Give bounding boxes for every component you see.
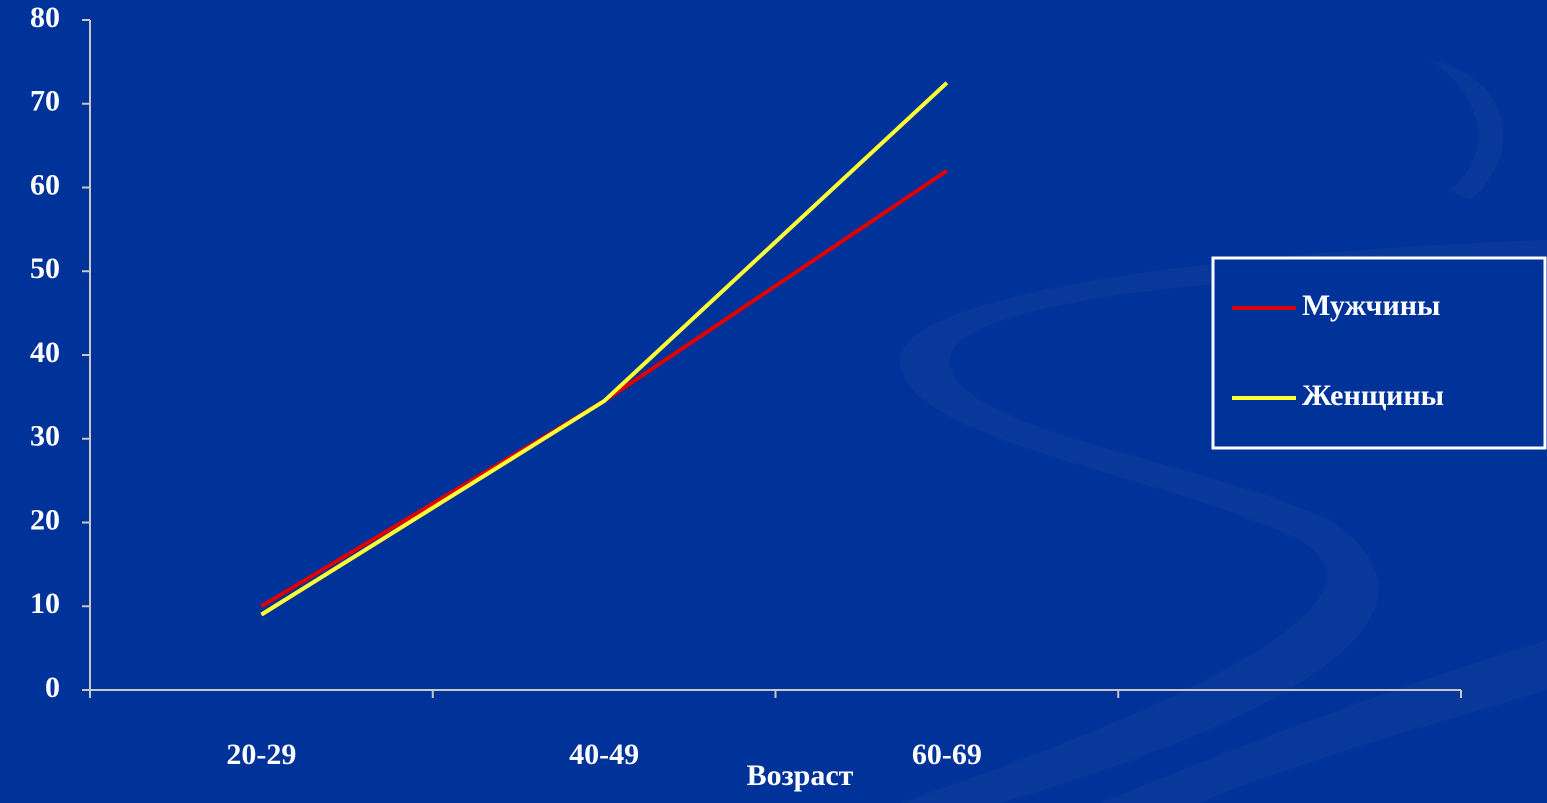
legend-label: Мужчины bbox=[1302, 289, 1440, 322]
y-tick-label: 70 bbox=[30, 85, 60, 118]
legend-box bbox=[1211, 256, 1547, 450]
x-axis-title: Возраст bbox=[747, 759, 854, 792]
x-tick-label: 60-69 bbox=[912, 738, 982, 771]
x-tick-label: 20-29 bbox=[226, 738, 296, 771]
y-tick-label: 40 bbox=[30, 336, 60, 369]
x-tick-label: 40-49 bbox=[569, 738, 639, 771]
y-tick-label: 50 bbox=[30, 252, 60, 285]
y-tick-label: 60 bbox=[30, 168, 60, 201]
decor-swoosh bbox=[1100, 640, 1547, 803]
y-tick-label: 30 bbox=[30, 420, 60, 453]
y-tick-label: 0 bbox=[45, 671, 60, 704]
y-tick-label: 80 bbox=[30, 1, 60, 34]
y-tick-label: 20 bbox=[30, 503, 60, 536]
series-line bbox=[260, 81, 949, 617]
y-tick-label: 10 bbox=[30, 587, 60, 620]
legend-label: Женщины bbox=[1302, 379, 1444, 412]
decor-swoosh bbox=[1430, 60, 1504, 200]
